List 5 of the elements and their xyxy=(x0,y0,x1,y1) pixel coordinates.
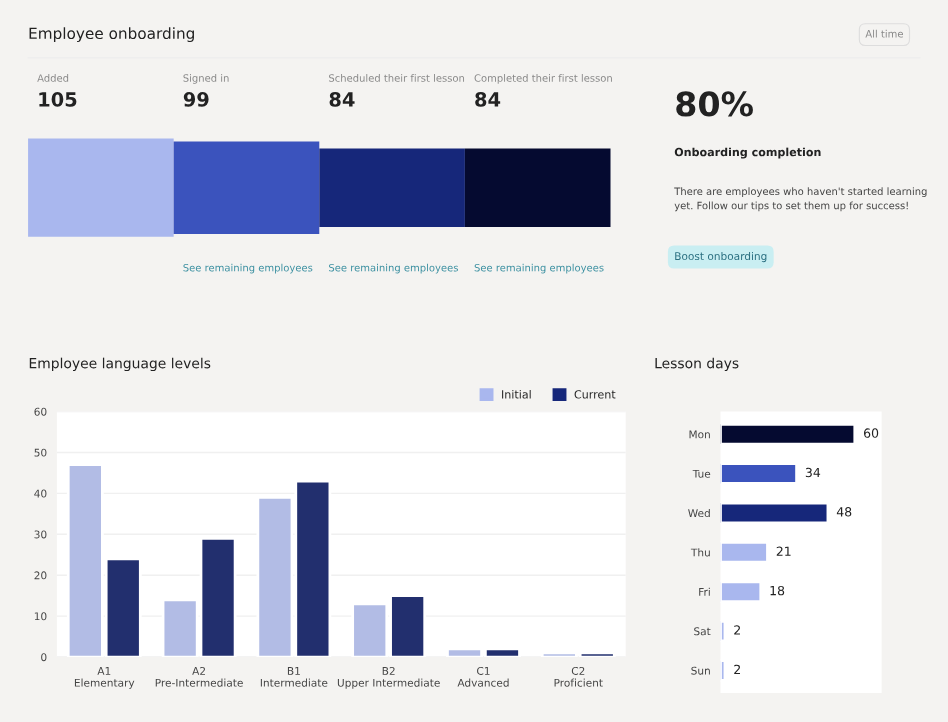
data-label: 105 xyxy=(39,92,77,107)
data-label: 99 xyxy=(183,92,209,107)
data-label: 84 xyxy=(329,92,355,107)
data-label: 84 xyxy=(475,92,501,107)
text: 80% xyxy=(676,91,753,117)
